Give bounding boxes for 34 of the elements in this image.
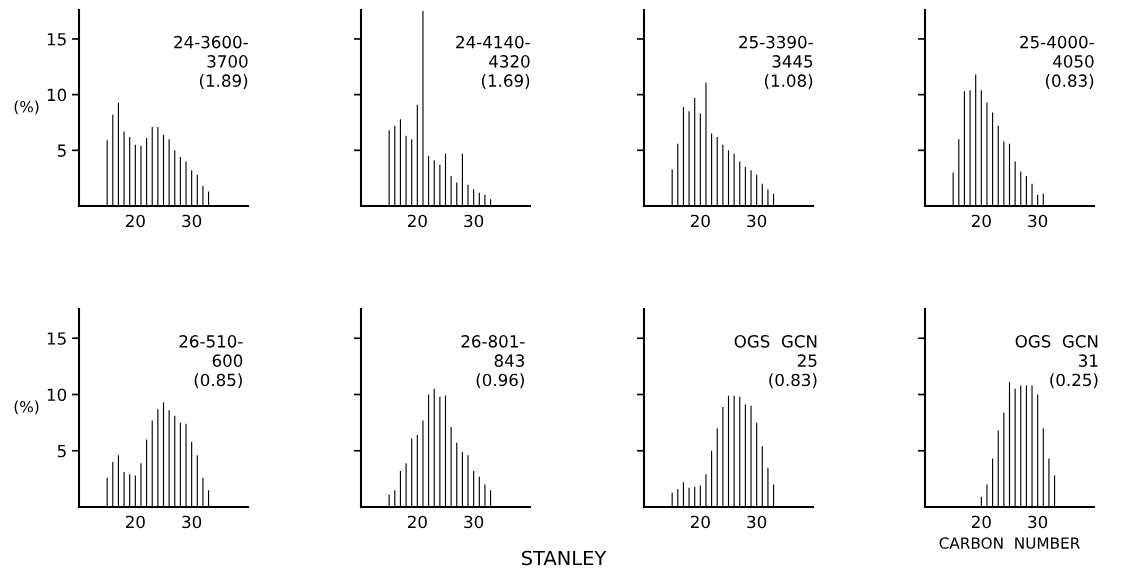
- text: 24-4140- 4320 (1.69): [456, 35, 530, 89]
- x-tick-label: 20: [125, 214, 145, 228]
- x-tick-label: 30: [464, 515, 484, 529]
- x-tick-label: 30: [747, 515, 767, 529]
- x-tick-label: 20: [690, 515, 710, 529]
- text: 25-4000- 4050 (0.83): [1020, 35, 1094, 89]
- text: OGS GCN 25 (0.83): [734, 335, 817, 389]
- x-tick-label: 20: [971, 214, 991, 228]
- x-tick-label: 20: [407, 515, 427, 529]
- y-axis-title: (%): [14, 400, 39, 415]
- y-tick-label: 5: [57, 444, 66, 458]
- y-tick-label: 15: [47, 33, 66, 46]
- y-tick-label: 5: [57, 144, 66, 157]
- text: STANLEY: [522, 550, 607, 566]
- x-tick-label: 30: [464, 214, 484, 228]
- x-tick-label: 30: [747, 214, 767, 228]
- x-tick-label: 30: [1028, 214, 1048, 228]
- y-tick-label: 10: [47, 388, 67, 402]
- x-tick-label: 20: [407, 214, 427, 228]
- x-tick-label: 20: [690, 214, 710, 228]
- y-axis-title: (%): [14, 100, 39, 115]
- x-tick-label: 30: [1028, 515, 1048, 529]
- text: 25-3390- 3445 (1.08): [739, 35, 813, 89]
- y-tick-label: 10: [47, 88, 67, 102]
- text: 24-3600- 3700 (1.89): [174, 35, 248, 89]
- x-tick-label: 30: [182, 214, 202, 228]
- x-axis-title: CARBON NUMBER: [939, 537, 1080, 549]
- text: 26-510- 600 (0.85): [179, 335, 243, 389]
- x-tick-label: 20: [971, 515, 991, 529]
- y-tick-label: 15: [47, 332, 66, 345]
- x-tick-label: 20: [125, 515, 145, 529]
- x-tick-label: 30: [182, 515, 202, 529]
- text: 26-801- 843 (0.96): [461, 335, 525, 389]
- text: OGS GCN 31 (0.25): [1015, 335, 1098, 389]
